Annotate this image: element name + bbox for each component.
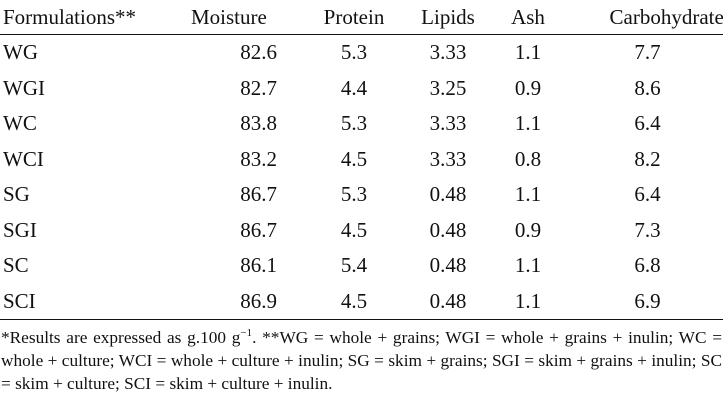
cell-carbohydrates: 6.4 <box>634 111 661 136</box>
table-row: WG 82.6 5.3 3.33 1.1 7.7 <box>0 35 723 71</box>
cell-lipids: 0.48 <box>429 217 467 242</box>
cell-lipids: 3.25 <box>429 75 467 100</box>
cell-protein: 5.4 <box>340 253 368 278</box>
cell-formulation: SGI <box>3 217 37 242</box>
table-row: SC 86.1 5.4 0.48 1.1 6.8 <box>0 248 723 284</box>
table-row: WCI 83.2 4.5 3.33 0.8 8.2 <box>0 142 723 178</box>
table-row: SCI 86.9 4.5 0.48 1.1 6.9 <box>0 284 723 320</box>
cell-lipids: 0.48 <box>429 288 467 313</box>
cell-moisture: 86.9 <box>240 288 277 313</box>
cell-formulation: SCI <box>3 288 36 313</box>
cell-carbohydrates: 6.8 <box>634 253 661 278</box>
cell-lipids: 3.33 <box>429 40 467 65</box>
header-formulations: Formulations** <box>3 4 137 29</box>
cell-moisture: 83.8 <box>240 111 277 136</box>
header-moisture: Moisture <box>191 4 267 29</box>
cell-formulation: WG <box>3 40 38 65</box>
cell-ash: 1.1 <box>514 40 542 65</box>
cell-ash: 0.9 <box>514 217 542 242</box>
cell-moisture: 86.7 <box>240 182 277 207</box>
table-row: WC 83.8 5.3 3.33 1.1 6.4 <box>0 106 723 142</box>
cell-lipids: 3.33 <box>429 111 467 136</box>
cell-moisture: 86.7 <box>240 217 277 242</box>
cell-ash: 1.1 <box>514 182 542 207</box>
header-protein: Protein <box>323 4 385 29</box>
cell-lipids: 3.33 <box>429 146 467 171</box>
cell-ash: 0.8 <box>514 146 542 171</box>
cell-carbohydrates: 6.9 <box>634 288 661 313</box>
cell-ash: 1.1 <box>514 111 542 136</box>
cell-ash: 1.1 <box>514 288 542 313</box>
cell-protein: 4.5 <box>340 146 368 171</box>
cell-lipids: 0.48 <box>429 182 467 207</box>
cell-formulation: WGI <box>3 75 45 100</box>
header-lipids: Lipids <box>421 4 475 29</box>
table-header-row: Formulations** Moisture Protein Lipids A… <box>0 0 723 35</box>
cell-protein: 4.5 <box>340 217 368 242</box>
cell-protein: 5.3 <box>340 182 368 207</box>
footnote-superscript: −1 <box>240 327 253 340</box>
header-ash: Ash <box>511 4 545 29</box>
cell-moisture: 83.2 <box>240 146 277 171</box>
table-row: SGI 86.7 4.5 0.48 0.9 7.3 <box>0 213 723 249</box>
cell-moisture: 82.7 <box>240 75 277 100</box>
cell-lipids: 0.48 <box>429 253 467 278</box>
cell-carbohydrates: 7.3 <box>634 217 661 242</box>
cell-moisture: 82.6 <box>240 40 277 65</box>
composition-table: Formulations** Moisture Protein Lipids A… <box>0 0 723 320</box>
cell-ash: 1.1 <box>514 253 542 278</box>
table-row: WGI 82.7 4.4 3.25 0.9 8.6 <box>0 71 723 107</box>
cell-carbohydrates: 8.6 <box>634 75 661 100</box>
cell-carbohydrates: 8.2 <box>634 146 661 171</box>
cell-carbohydrates: 6.4 <box>634 182 661 207</box>
footnote-text-end: . **WG = whole + grains; WGI = whole + g… <box>1 328 722 393</box>
footnote-text-start: *Results are expressed as g.100 g <box>1 328 241 347</box>
cell-formulation: WC <box>3 111 37 136</box>
cell-formulation: SG <box>3 182 30 207</box>
cell-protein: 4.5 <box>340 288 368 313</box>
table-body: WG 82.6 5.3 3.33 1.1 7.7 WGI 82.7 4.4 3.… <box>0 35 723 320</box>
cell-formulation: WCI <box>3 146 44 171</box>
cell-carbohydrates: 7.7 <box>634 40 661 65</box>
table-row: SG 86.7 5.3 0.48 1.1 6.4 <box>0 177 723 213</box>
cell-protein: 4.4 <box>340 75 368 100</box>
header-carbohydrates: Carbohydrates <box>609 4 723 29</box>
table-footnote: *Results are expressed as g.100 g−1. **W… <box>0 320 723 395</box>
cell-protein: 5.3 <box>340 40 368 65</box>
cell-ash: 0.9 <box>514 75 542 100</box>
cell-moisture: 86.1 <box>240 253 277 278</box>
cell-formulation: SC <box>3 253 29 278</box>
cell-protein: 5.3 <box>340 111 368 136</box>
